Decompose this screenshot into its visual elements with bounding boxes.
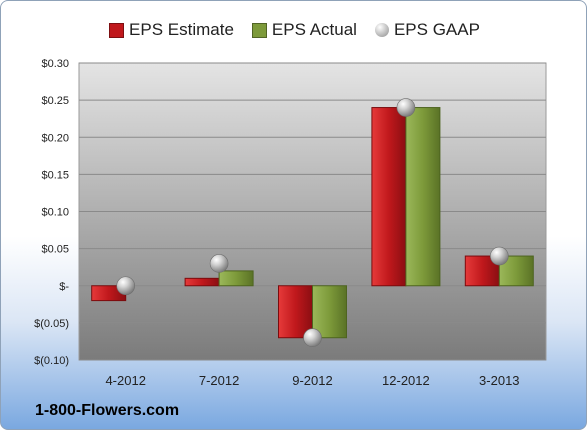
bubble-eps-gaap (396, 98, 416, 117)
y-tick-label: $(0.10) (34, 355, 69, 367)
y-tick-label: $0.20 (41, 132, 69, 144)
y-tick-label: $(0.05) (34, 318, 69, 330)
x-tick-label: 4-2012 (105, 373, 145, 388)
legend-swatch-eps-estimate (109, 22, 125, 38)
y-tick-label: $0.25 (41, 95, 69, 107)
x-tick-label: 3-2013 (479, 373, 519, 388)
bar-eps-estimate (371, 107, 407, 287)
bar-eps-estimate (184, 277, 220, 287)
bar-eps-estimate (278, 285, 313, 339)
legend-label-eps-actual: EPS Actual (271, 20, 357, 39)
bubble-eps-gaap (489, 246, 509, 266)
legend-item-eps-estimate: EPS Estimate (109, 20, 234, 40)
bubble-eps-gaap (209, 254, 229, 273)
legend-label-eps-estimate: EPS Estimate (129, 20, 234, 39)
y-tick-label: $- (59, 281, 69, 293)
y-tick-label: $0.05 (41, 244, 69, 256)
y-tick-label: $0.15 (41, 169, 69, 181)
x-tick-label: 12-2012 (382, 373, 430, 388)
y-tick-label: $0.10 (41, 207, 69, 219)
bar-eps-actual (312, 285, 347, 339)
x-tick-label: 9-2012 (292, 373, 332, 388)
bubble-eps-gaap (116, 276, 135, 296)
y-tick-label: $0.30 (41, 58, 69, 70)
brand-label: 1-800-Flowers.com (35, 402, 180, 419)
bar-eps-actual (218, 270, 254, 287)
chart-legend: EPS Estimate EPS Actual EPS GAAP (1, 15, 586, 45)
legend-item-eps-gaap: EPS GAAP (374, 20, 480, 40)
legend-swatch-eps-actual (251, 22, 267, 38)
bar-eps-actual (405, 107, 441, 287)
x-tick-label: 7-2012 (199, 373, 239, 388)
legend-label-eps-gaap: EPS GAAP (393, 20, 480, 39)
legend-swatch-eps-gaap (374, 23, 389, 37)
legend-item-eps-actual: EPS Actual (251, 20, 357, 40)
bubble-eps-gaap (303, 328, 322, 348)
